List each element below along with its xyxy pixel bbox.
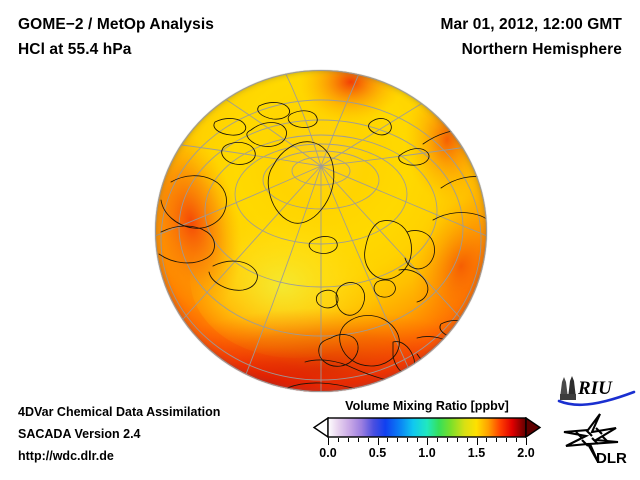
timestamp-label: Mar 01, 2012, 12:00 GMT bbox=[440, 16, 622, 33]
colorbar-minor-tick bbox=[387, 438, 389, 442]
colorbar-minor-tick bbox=[516, 438, 518, 442]
riu-logo: RIU bbox=[556, 374, 636, 408]
colorbar-major-tick bbox=[427, 438, 428, 445]
colorbar-minor-tick bbox=[407, 438, 409, 442]
colorbar-major-tick bbox=[328, 438, 329, 445]
colorbar-major-tick bbox=[476, 438, 478, 445]
colorbar-tick-label: 0.5 bbox=[368, 446, 387, 460]
colorbar-low-arrow bbox=[312, 416, 329, 439]
colorbar-tick-labels: 0.0 0.5 1.0 1.5 2.0 bbox=[312, 446, 542, 464]
colorbar-title: Volume Mixing Ratio [ppbv] bbox=[345, 399, 509, 413]
page-title: GOME−2 / MetOp Analysis bbox=[18, 16, 214, 33]
page-subtitle-species: HCl at 55.4 hPa bbox=[18, 41, 132, 58]
colorbar-minor-tick bbox=[496, 438, 498, 442]
colorbar-minor-tick bbox=[347, 438, 349, 442]
colorbar-minor-tick bbox=[466, 438, 468, 442]
colorbar-tick-label: 1.5 bbox=[467, 446, 486, 460]
colorbar-major-tick bbox=[526, 438, 527, 445]
colorbar-minor-tick bbox=[436, 438, 438, 442]
colorbar-minor-tick bbox=[417, 438, 419, 442]
header-right-block: Mar 01, 2012, 12:00 GMT Northern Hemisph… bbox=[440, 12, 622, 62]
dlr-bird-icon bbox=[563, 413, 619, 463]
hemisphere-label: Northern Hemisphere bbox=[461, 41, 622, 58]
colorbar-tick-marks bbox=[312, 438, 542, 445]
colorbar-tick-label: 1.0 bbox=[418, 446, 436, 460]
header-left-block: GOME−2 / MetOp Analysis HCl at 55.4 hPa bbox=[18, 12, 214, 62]
website-url: http://wdc.dlr.de bbox=[18, 449, 114, 463]
dlr-logo: DLR bbox=[562, 412, 634, 467]
colorbar-gradient-body bbox=[327, 417, 527, 438]
colorbar-tick-label: 0.0 bbox=[319, 446, 337, 460]
colorbar-graphic bbox=[312, 416, 542, 439]
colorbar-major-tick bbox=[377, 438, 379, 445]
dlr-logo-text: DLR bbox=[596, 450, 627, 466]
riu-spire-icon bbox=[560, 376, 576, 400]
colorbar-minor-tick bbox=[446, 438, 448, 442]
method-label: 4DVar Chemical Data Assimilation bbox=[18, 405, 221, 419]
colorbar-minor-tick bbox=[456, 438, 458, 442]
colorbar-high-arrow bbox=[525, 416, 542, 439]
globe-map bbox=[155, 70, 487, 392]
colorbar-minor-tick bbox=[357, 438, 359, 442]
colorbar: Volume Mixing Ratio [ppbv] 0.0 0.5 1.0 1.5 2… bbox=[312, 399, 542, 464]
graticule bbox=[155, 70, 487, 392]
colorbar-minor-tick bbox=[367, 438, 369, 442]
colorbar-tick-label: 2.0 bbox=[517, 446, 535, 460]
colorbar-minor-tick bbox=[486, 438, 488, 442]
footer-attribution-block: 4DVar Chemical Data Assimilation SACADA … bbox=[18, 401, 220, 467]
riu-logo-text: RIU bbox=[577, 378, 613, 399]
riu-swoosh-icon bbox=[557, 390, 636, 407]
colorbar-minor-tick bbox=[506, 438, 508, 442]
version-label: SACADA Version 2.4 bbox=[18, 427, 141, 441]
globe-disc bbox=[155, 70, 487, 392]
colorbar-minor-tick bbox=[337, 438, 339, 442]
colorbar-minor-tick bbox=[397, 438, 399, 442]
globe-data-layer bbox=[155, 70, 487, 392]
